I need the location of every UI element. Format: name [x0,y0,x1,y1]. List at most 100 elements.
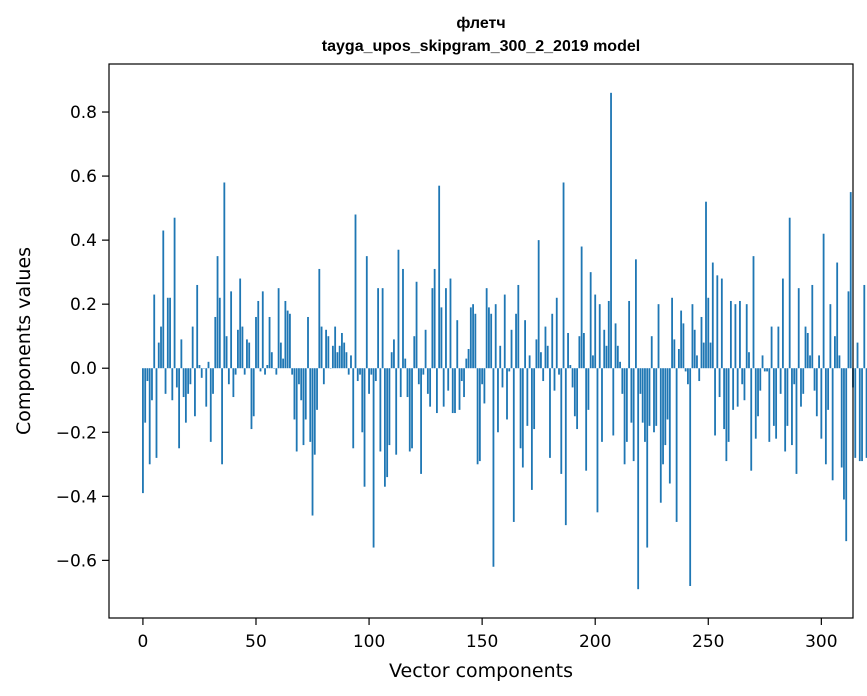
bar [327,336,330,369]
bar [635,259,637,369]
bar [282,358,285,369]
bar [157,342,160,369]
bar [827,368,830,410]
bar [237,329,239,369]
bar [275,368,278,375]
chart-title: флетч [456,15,505,32]
bar [691,304,694,369]
bar [304,368,307,420]
bar [232,368,235,398]
bar [259,368,262,372]
bar [555,297,558,369]
bar [162,230,165,369]
bar [370,368,373,375]
bar [429,368,432,407]
x-tick-label: 150 [466,632,498,652]
bar [564,368,567,526]
bar [585,368,588,471]
bar [806,332,809,369]
bar [662,368,664,465]
bar [578,336,581,369]
bar [379,368,382,452]
x-tick-label: 50 [245,632,267,652]
bar [200,368,203,378]
bar [488,307,490,369]
bar [700,316,703,369]
bar [775,368,778,439]
bar [560,368,563,474]
bar [705,201,707,369]
bar [345,352,348,369]
bar [657,304,660,369]
bar [388,368,391,446]
bar [298,368,300,385]
bar [406,368,409,398]
x-tick-label: 300 [805,632,837,652]
bar [820,368,823,439]
bar [743,368,746,401]
bar [718,368,721,398]
bar [408,368,411,452]
bar [601,368,603,442]
bar [838,355,841,369]
bar [354,214,357,369]
bar [551,313,554,369]
bar [843,368,845,500]
bar [467,349,470,369]
bar [610,92,612,369]
bar [395,368,398,455]
chart-subtitle: tayga_upos_skipgram_300_2_2019 model [322,38,640,55]
bar [614,323,617,369]
bar [750,368,753,471]
bar [399,368,402,398]
bar [646,368,649,548]
bar [607,300,610,369]
y-tick-label: 0.2 [70,295,97,315]
bar [266,365,269,369]
bar [173,217,176,369]
bar [469,307,472,369]
bar [815,368,818,417]
bar [596,368,599,513]
bar [160,326,162,369]
bar [261,291,264,369]
bar [205,368,208,407]
y-tick-label: 0.8 [70,103,97,123]
bar [252,368,255,417]
bar [677,349,680,369]
bar [447,368,450,391]
bar [194,368,196,417]
bar [666,368,669,420]
bar [424,329,427,369]
bar [451,368,454,414]
bar [824,368,827,465]
bar-series [142,92,867,590]
bar [209,368,212,442]
bar [630,368,633,423]
bar [526,368,529,426]
bar [436,368,438,414]
bar [331,345,334,369]
bar [707,297,710,369]
bar [420,368,422,474]
bar [234,368,237,375]
bar [402,268,404,369]
bar [682,323,685,369]
bar [562,182,565,369]
bar [198,365,201,369]
bar [639,368,642,394]
bar [383,368,386,487]
bar [772,368,775,426]
bar [580,246,583,369]
bar [831,368,834,481]
bar [693,329,696,369]
bar [655,368,658,426]
bar [336,352,339,369]
bar [553,368,556,391]
bar [413,336,416,369]
bar [227,368,230,385]
bar [341,332,343,369]
bar [472,304,474,369]
bar [605,345,608,369]
bar [311,368,314,516]
